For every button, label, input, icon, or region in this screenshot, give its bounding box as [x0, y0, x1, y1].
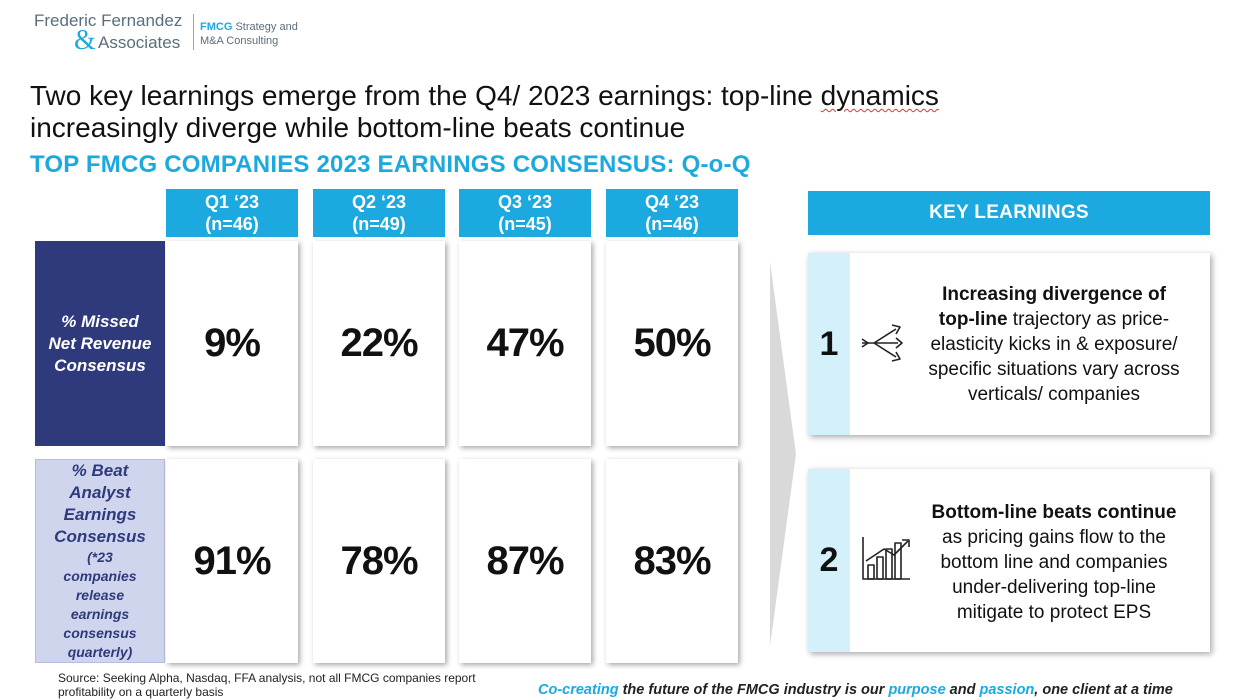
diverging-arrows-icon [861, 324, 903, 362]
row-label-beat-earnings: % Beat Analyst Earnings Consensus (*23 c… [35, 459, 165, 663]
row-label-missed-revenue: % Missed Net Revenue Consensus [35, 241, 165, 446]
value-cell-missed-q4: 50% [606, 241, 738, 446]
slide-title: Two key learnings emerge from the Q4/ 20… [30, 80, 1130, 144]
tagline-highlight: Co-creating [538, 682, 619, 698]
key-learning-bold: Bottom-line beats continue [931, 502, 1177, 523]
quarter-label: Q4 ‘23 [644, 192, 700, 212]
tagline-text: and [945, 682, 980, 698]
slide-subtitle: TOP FMCG COMPANIES 2023 EARNINGS CONSENS… [30, 151, 751, 178]
row-label-line: % Missed [61, 311, 139, 331]
title-part1: Two key learnings emerge from the Q4/ 20… [30, 80, 821, 111]
tagline-highlight: purpose [888, 682, 946, 698]
value-cell-missed-q2: 22% [313, 241, 445, 446]
key-learning-line: elasticity kicks in & exposure/ [930, 334, 1178, 355]
source-line: profitability on a quarterly basis [58, 685, 224, 699]
value-cell-missed-q1: 9% [166, 241, 298, 446]
key-learning-line: verticals/ companies [967, 384, 1141, 405]
logo-divider [193, 14, 194, 50]
row-note-line: (*23 [87, 549, 113, 565]
row-label-line: Analyst [69, 483, 131, 502]
chevron-right-arrow-icon [770, 262, 796, 646]
key-learning-number: 2 [808, 469, 850, 652]
tagline-text: the future of the FMCG industry is our [618, 682, 889, 698]
row-note-line: companies [63, 568, 137, 584]
key-learning-bold: top-line [938, 309, 1008, 330]
quarter-label: Q3 ‘23 [497, 192, 553, 212]
quarter-n: (n=45) [498, 214, 552, 234]
quarter-label: Q1 ‘23 [204, 192, 260, 212]
logo-tag-line2: M&A Consulting [200, 35, 279, 47]
quarter-header-q2: Q2 ‘23 (n=49) [313, 189, 445, 237]
logo-name-line2: Associates [98, 33, 181, 52]
row-note-line: release [75, 587, 125, 603]
logo-ampersand: & [74, 25, 96, 56]
key-learning-text: Increasing divergence of top-line trajec… [908, 282, 1200, 407]
quarter-n: (n=46) [205, 214, 259, 234]
key-learning-line: bottom line and companies [940, 552, 1168, 573]
logo-tagline: FMCG Strategy and M&A Consulting [200, 20, 298, 48]
value-cell-beat-q3: 87% [459, 459, 591, 663]
value-cell-missed-q3: 47% [459, 241, 591, 446]
row-label-line: Net Revenue [48, 333, 152, 353]
key-learning-line: mitigate to protect EPS [956, 602, 1152, 623]
source-line: Source: Seeking Alpha, Nasdaq, FFA analy… [58, 671, 476, 685]
quarter-header-q3: Q3 ‘23 (n=45) [459, 189, 591, 237]
title-squiggle-word: dynamics [820, 80, 939, 111]
footer-tagline: Co-creating the future of the FMCG indus… [538, 682, 1173, 698]
logo-tag-brand: FMCG [200, 21, 233, 33]
key-learning-bold: Increasing divergence of [942, 284, 1166, 305]
source-note: Source: Seeking Alpha, Nasdaq, FFA analy… [58, 671, 528, 699]
key-learning-line: as pricing gains flow to the [942, 527, 1166, 548]
quarter-header-q1: Q1 ‘23 (n=46) [166, 189, 298, 237]
quarter-label: Q2 ‘23 [351, 192, 407, 212]
row-note-line: quarterly) [67, 644, 133, 660]
row-note-line: earnings [70, 606, 130, 622]
row-label-line: % Beat [71, 461, 129, 480]
row-label-line: Earnings [63, 505, 137, 524]
row-label-line: Consensus [54, 355, 146, 375]
key-learning-text: Bottom-line beats continue as pricing ga… [908, 500, 1200, 625]
key-learning-line: under-delivering top-line [952, 577, 1156, 598]
value-cell-beat-q4: 83% [606, 459, 738, 663]
row-note-line: consensus [63, 625, 137, 641]
key-learning-number: 1 [808, 253, 850, 435]
key-learning-card-1: 1 Increasing divergence of top-line traj… [808, 253, 1210, 435]
key-learning-card-2: 2 Bottom-line beats continue as pricing … [808, 469, 1210, 652]
growth-chart-icon [862, 537, 910, 580]
logo-name-line1: Frederic Fernandez [34, 11, 183, 30]
row-label-line: Consensus [54, 527, 146, 546]
value-cell-beat-q1: 91% [166, 459, 298, 663]
key-learnings-header: KEY LEARNINGS [808, 191, 1210, 235]
tagline-text: , one client at a time [1034, 682, 1173, 698]
value-cell-beat-q2: 78% [313, 459, 445, 663]
key-learning-line: specific situations vary across [928, 359, 1180, 380]
quarter-header-q4: Q4 ‘23 (n=46) [606, 189, 738, 237]
key-learning-line: trajectory as price- [1007, 309, 1170, 330]
quarter-n: (n=46) [645, 214, 699, 234]
tagline-highlight: passion [979, 682, 1035, 698]
title-part2: increasingly diverge while bottom-line b… [30, 112, 686, 143]
quarter-n: (n=49) [352, 214, 406, 234]
logo-tag-line1: Strategy and [232, 21, 298, 33]
